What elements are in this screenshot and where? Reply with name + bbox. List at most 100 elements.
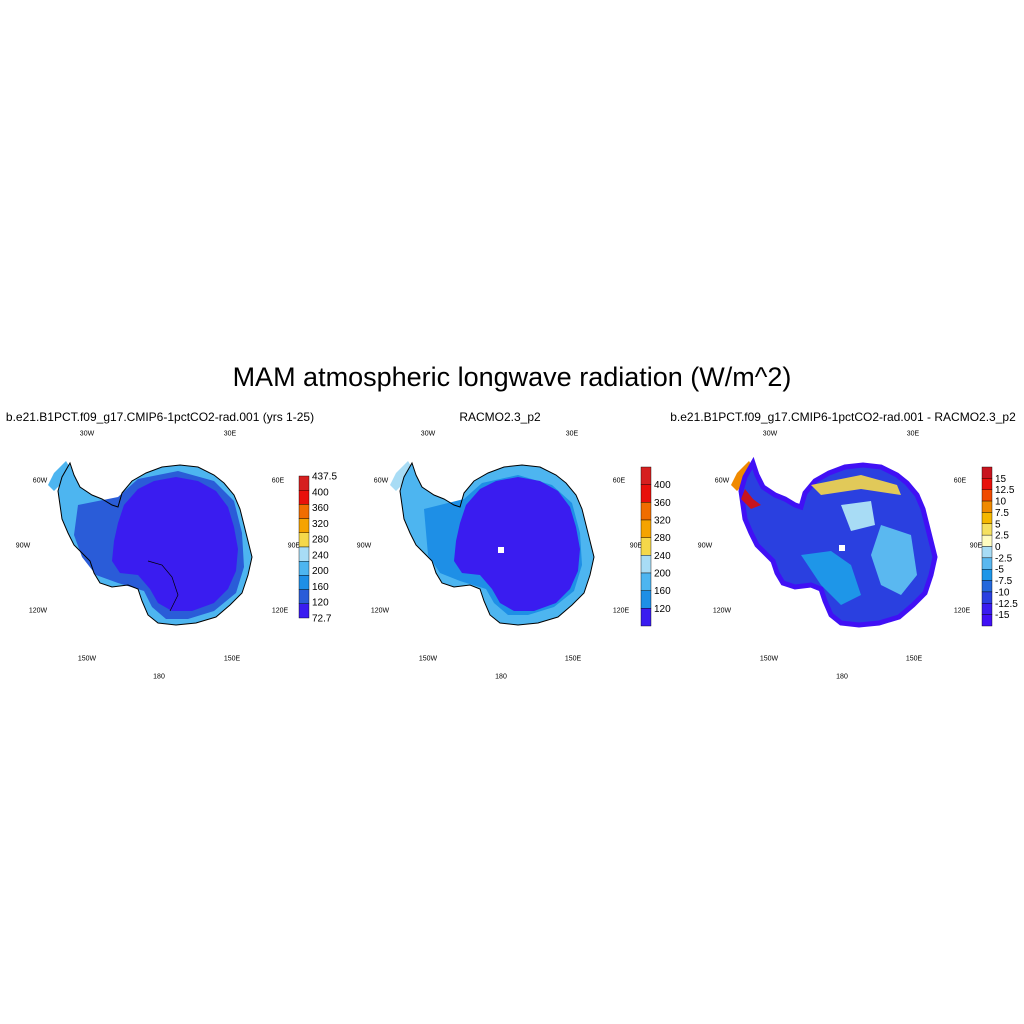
p1-lon-150e: 150E [223, 655, 241, 663]
p1-lon-150w: 150W [77, 655, 97, 663]
cb1-swatch [298, 518, 310, 533]
cb2-swatch [640, 484, 652, 503]
cb3-swatch [981, 603, 993, 615]
p2-lon-150w: 150W [418, 655, 438, 663]
p2-lon-180: 180 [495, 673, 507, 681]
cb2-label: 160 [654, 586, 671, 597]
panel-2-title: RACMO2.3_p2 [459, 410, 541, 424]
cb3-label: -5 [995, 565, 1004, 576]
cb3-swatch [981, 523, 993, 536]
cb2-swatch [640, 519, 652, 538]
p2-lon-150e: 150E [564, 655, 582, 663]
p3-lon-120e: 120E [953, 607, 971, 615]
cb3-label: 2.5 [995, 531, 1009, 542]
p1-lon-90e: 90E [287, 542, 301, 550]
cb3-label: -2.5 [995, 553, 1013, 564]
cb3-swatch [981, 466, 993, 479]
cb1-label: 437.5 [312, 472, 337, 483]
cb3-swatch [981, 478, 993, 490]
panel-2-map [390, 461, 595, 626]
cb3-label: 12.5 [995, 485, 1015, 496]
cb1-label: 120 [312, 598, 329, 609]
cb3-label: 5 [995, 519, 1001, 530]
p1-lon-120w: 120W [28, 607, 48, 615]
cb1-swatch [298, 475, 310, 491]
cb1-swatch [298, 589, 310, 604]
figure-title: MAM atmospheric longwave radiation (W/m^… [232, 362, 792, 392]
cb1-swatch [298, 546, 310, 562]
cb3-swatch [981, 591, 993, 604]
cb1-swatch [298, 490, 310, 505]
cb3-label: -15 [995, 610, 1010, 621]
p1-lon-90w: 90W [15, 542, 31, 550]
p2-lon-30w: 30W [420, 430, 436, 438]
cb3-swatch [981, 489, 993, 502]
cb3-swatch [981, 534, 993, 547]
cb3-label: -10 [995, 587, 1010, 598]
cb3-swatch [981, 569, 993, 581]
cb2-label: 360 [654, 498, 671, 509]
p3-lon-120w: 120W [712, 607, 732, 615]
cb1-label: 200 [312, 566, 329, 577]
panel-3-title: b.e21.B1PCT.f09_g17.CMIP6-1pctCO2-rad.00… [670, 410, 1016, 424]
p2-lon-120e: 120E [612, 607, 630, 615]
p2-lon-90w: 90W [356, 542, 372, 550]
panel-1-colorbar: 437.5 400 360 320 280 240 200 160 120 72.7 [298, 472, 337, 625]
cb1-label: 72.7 [312, 614, 332, 625]
p1-lon-120e: 120E [271, 607, 289, 615]
cb2-label: 120 [654, 604, 671, 615]
cb2-label: 320 [654, 516, 671, 527]
panel-3-map [731, 461, 935, 625]
p1-lon-60e: 60E [271, 477, 285, 485]
cb2-swatch [640, 590, 652, 609]
cb1-swatch [298, 603, 310, 619]
p2-lon-60w: 60W [373, 477, 389, 485]
panel-2-colorbar: 400 360 320 280 240 200 160 120 [640, 466, 671, 627]
cb1-swatch [298, 561, 310, 576]
cb1-swatch [298, 575, 310, 590]
cb3-label: 0 [995, 542, 1001, 553]
cb3-label: 15 [995, 474, 1007, 485]
cb2-label: 200 [654, 569, 671, 580]
cb2-swatch [640, 502, 652, 521]
cb3-swatch [981, 546, 993, 559]
cb2-label: 240 [654, 551, 671, 562]
cb3-label: -7.5 [995, 576, 1013, 587]
p3-lon-150w: 150W [759, 655, 779, 663]
cb1-label: 400 [312, 487, 329, 498]
cb1-label: 360 [312, 503, 329, 514]
p1-lon-30e: 30E [223, 430, 237, 438]
cb1-label: 160 [312, 582, 329, 593]
p3-lon-90e: 90E [969, 542, 983, 550]
cb3-label: -12.5 [995, 599, 1018, 610]
cb2-swatch [640, 466, 652, 485]
cb3-swatch [981, 580, 993, 593]
cb1-label: 240 [312, 550, 329, 561]
cb3-label: 7.5 [995, 508, 1009, 519]
panel-1-title: b.e21.B1PCT.f09_g17.CMIP6-1pctCO2-rad.00… [5, 410, 315, 424]
p2-lon-30e: 30E [565, 430, 579, 438]
cb2-swatch [640, 555, 652, 574]
cb2-label: 280 [654, 533, 671, 544]
p1-lon-180: 180 [153, 673, 165, 681]
p3-lon-30e: 30E [906, 430, 920, 438]
p1-lon-30w: 30W [79, 430, 95, 438]
cb1-label: 320 [312, 519, 329, 530]
p2-lon-60e: 60E [612, 477, 626, 485]
panel-1-map [48, 461, 253, 626]
p3-lon-150e: 150E [905, 655, 923, 663]
cb1-swatch [298, 504, 310, 519]
p3-lon-30w: 30W [762, 430, 778, 438]
p3-lon-90w: 90W [697, 542, 713, 550]
cb3-swatch [981, 557, 993, 570]
p1-lon-60w: 60W [32, 477, 48, 485]
cb2-swatch [640, 537, 652, 556]
p2-lon-120w: 120W [370, 607, 390, 615]
cb2-label: 400 [654, 480, 671, 491]
cb3-swatch [981, 614, 993, 627]
cb1-label: 280 [312, 535, 329, 546]
cb1-swatch [298, 532, 310, 548]
p3-lon-60e: 60E [953, 477, 967, 485]
